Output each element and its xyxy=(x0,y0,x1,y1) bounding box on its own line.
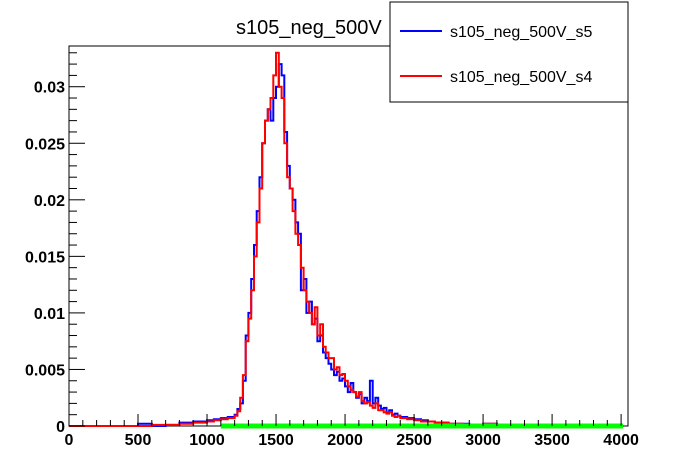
x-tick-label: 3000 xyxy=(465,432,501,449)
y-tick-label: 0.005 xyxy=(25,362,65,379)
x-tick-label: 2500 xyxy=(396,432,432,449)
axis-layer: 0 500 1000 1500 2000 2500 3000 3500 4000 0 0.005 0.… xyxy=(25,52,639,449)
series-line-1 xyxy=(69,51,624,427)
x-tick-label: 0 xyxy=(65,432,74,449)
x-tick-label: 3500 xyxy=(534,432,570,449)
chart-title: s105_neg_500V xyxy=(236,17,382,39)
legend-box xyxy=(389,1,629,103)
x-tick-label: 4000 xyxy=(603,432,639,449)
y-tick-label: 0.01 xyxy=(34,306,65,323)
x-tick-label: 2000 xyxy=(327,432,363,449)
legend-label-0: s105_neg_500V_s5 xyxy=(450,24,592,41)
x-tick-label: 1500 xyxy=(258,432,294,449)
x-tick-label: 1000 xyxy=(189,432,225,449)
y-tick-label: 0.025 xyxy=(25,136,65,153)
y-tick-label: 0.02 xyxy=(34,193,65,210)
plot-frame xyxy=(68,45,629,427)
series-line-0 xyxy=(69,63,624,427)
y-tick-label: 0.015 xyxy=(25,249,65,266)
legend-label-1: s105_neg_500V_s4 xyxy=(450,69,592,86)
series-layer xyxy=(69,51,624,429)
y-tick-label: 0 xyxy=(56,419,65,436)
legend: s105_neg_500V_s5 s105_neg_500V_s4 xyxy=(389,1,629,103)
y-tick-label: 0.03 xyxy=(34,80,65,97)
x-tick-label: 500 xyxy=(125,432,152,449)
